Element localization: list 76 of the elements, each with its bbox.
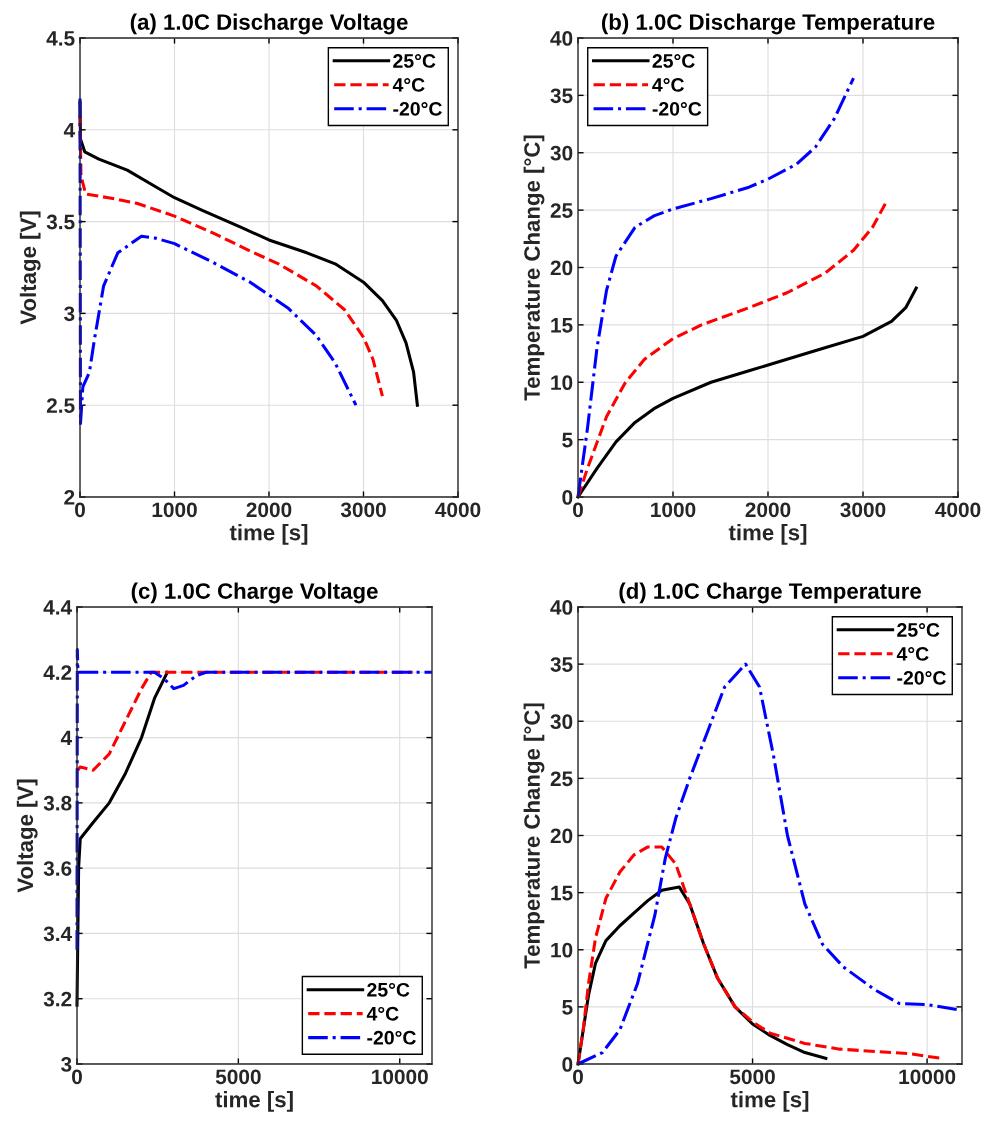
x-tick-label: 4000: [435, 502, 481, 518]
y-tick-label: 5: [562, 1000, 573, 1015]
y-tick-label: 10: [551, 375, 573, 390]
x-tick-label: 5000: [730, 1069, 775, 1085]
legend-label: 25°C: [367, 982, 410, 997]
x-tick-label: 0: [573, 1069, 583, 1085]
y-tick-label: 3: [61, 1057, 72, 1072]
chart-title: (b) 1.0C Discharge Temperature: [601, 13, 935, 35]
y-tick-label: 25: [550, 771, 573, 787]
y-axis-title: Temperature Change [°C]: [523, 135, 545, 401]
legend-label: 25°C: [652, 54, 695, 68]
x-tick-label: 2000: [246, 502, 292, 518]
y-tick-label: 15: [551, 318, 573, 333]
x-tick-label: 10000: [372, 1069, 428, 1085]
legend-label: -20°C: [367, 1030, 416, 1045]
y-tick-label: 4: [63, 123, 76, 138]
y-tick-label: 2.5: [46, 398, 75, 413]
legend-label: 4°C: [896, 647, 929, 661]
y-tick-label: 4: [60, 730, 73, 746]
x-tick-label: 5000: [215, 1069, 261, 1085]
y-tick-label: 20: [550, 828, 573, 844]
line-series: [75, 647, 434, 952]
y-axis-title: Voltage [V]: [19, 211, 41, 325]
y-tick-label: 3.5: [46, 214, 75, 230]
line-series: [76, 670, 415, 772]
y-tick-label: 15: [551, 885, 573, 901]
legend-label: 25°C: [897, 623, 940, 637]
y-tick-label: 4.4: [43, 600, 73, 615]
y-axis-title: Temperature Change [°C]: [523, 703, 545, 969]
y-tick-label: 3.4: [43, 926, 73, 942]
chart-title: (a) 1.0C Discharge Voltage: [130, 13, 408, 35]
x-tick-label: 3000: [840, 502, 886, 518]
x-axis-title: time [s]: [730, 1091, 809, 1112]
y-tick-label: 4.5: [46, 31, 75, 46]
x-tick-label: 0: [75, 502, 85, 518]
legend-label: 25°C: [393, 54, 436, 68]
y-tick-label: 5: [562, 432, 573, 448]
y-axis-title: Voltage [V]: [16, 779, 38, 893]
legend-label: 4°C: [392, 78, 425, 92]
x-axis-title: time [s]: [229, 524, 308, 545]
y-tick-label: 4.2: [43, 665, 72, 680]
line-series: [576, 286, 918, 499]
y-tick-label: 10: [551, 942, 573, 958]
y-tick-label: 35: [550, 88, 573, 104]
x-tick-label: 0: [573, 502, 583, 518]
x-axis-title: time [s]: [215, 1091, 293, 1112]
y-tick-label: 3: [64, 306, 75, 322]
y-tick-label: 3.6: [43, 861, 72, 876]
y-tick-label: 35: [550, 657, 573, 672]
chart-title: (d) 1.0C Charge Temperature: [619, 582, 921, 604]
x-tick-label: 3000: [340, 502, 386, 518]
y-tick-label: 3.8: [43, 795, 72, 811]
y-tick-label: 2: [64, 490, 75, 505]
x-tick-label: 1000: [152, 502, 197, 518]
y-tick-label: 3.2: [43, 991, 72, 1007]
x-tick-label: 4000: [935, 502, 981, 518]
legend-label: 4°C: [652, 78, 684, 92]
y-tick-label: 0: [562, 1057, 573, 1072]
chart-title: (c) 1.0C Charge Voltage: [131, 582, 378, 604]
y-tick-label: 30: [550, 714, 573, 730]
legend-label: -20°C: [897, 670, 946, 685]
x-tick-label: 2000: [745, 502, 791, 518]
legend-label: -20°C: [393, 101, 442, 116]
y-tick-label: 30: [550, 145, 573, 161]
y-tick-label: 0: [562, 490, 573, 505]
line-series: [576, 76, 856, 499]
y-tick-label: 25: [550, 203, 573, 218]
y-tick-label: 40: [550, 600, 573, 615]
legend-label: -20°C: [652, 101, 702, 116]
y-tick-label: 20: [550, 260, 573, 276]
x-axis-title: time [s]: [728, 524, 807, 545]
line-series: [78, 97, 358, 426]
y-tick-label: 40: [550, 31, 573, 46]
x-tick-label: 10000: [899, 1069, 956, 1085]
legend-label: 4°C: [366, 1006, 399, 1021]
x-tick-label: 1000: [651, 502, 696, 518]
